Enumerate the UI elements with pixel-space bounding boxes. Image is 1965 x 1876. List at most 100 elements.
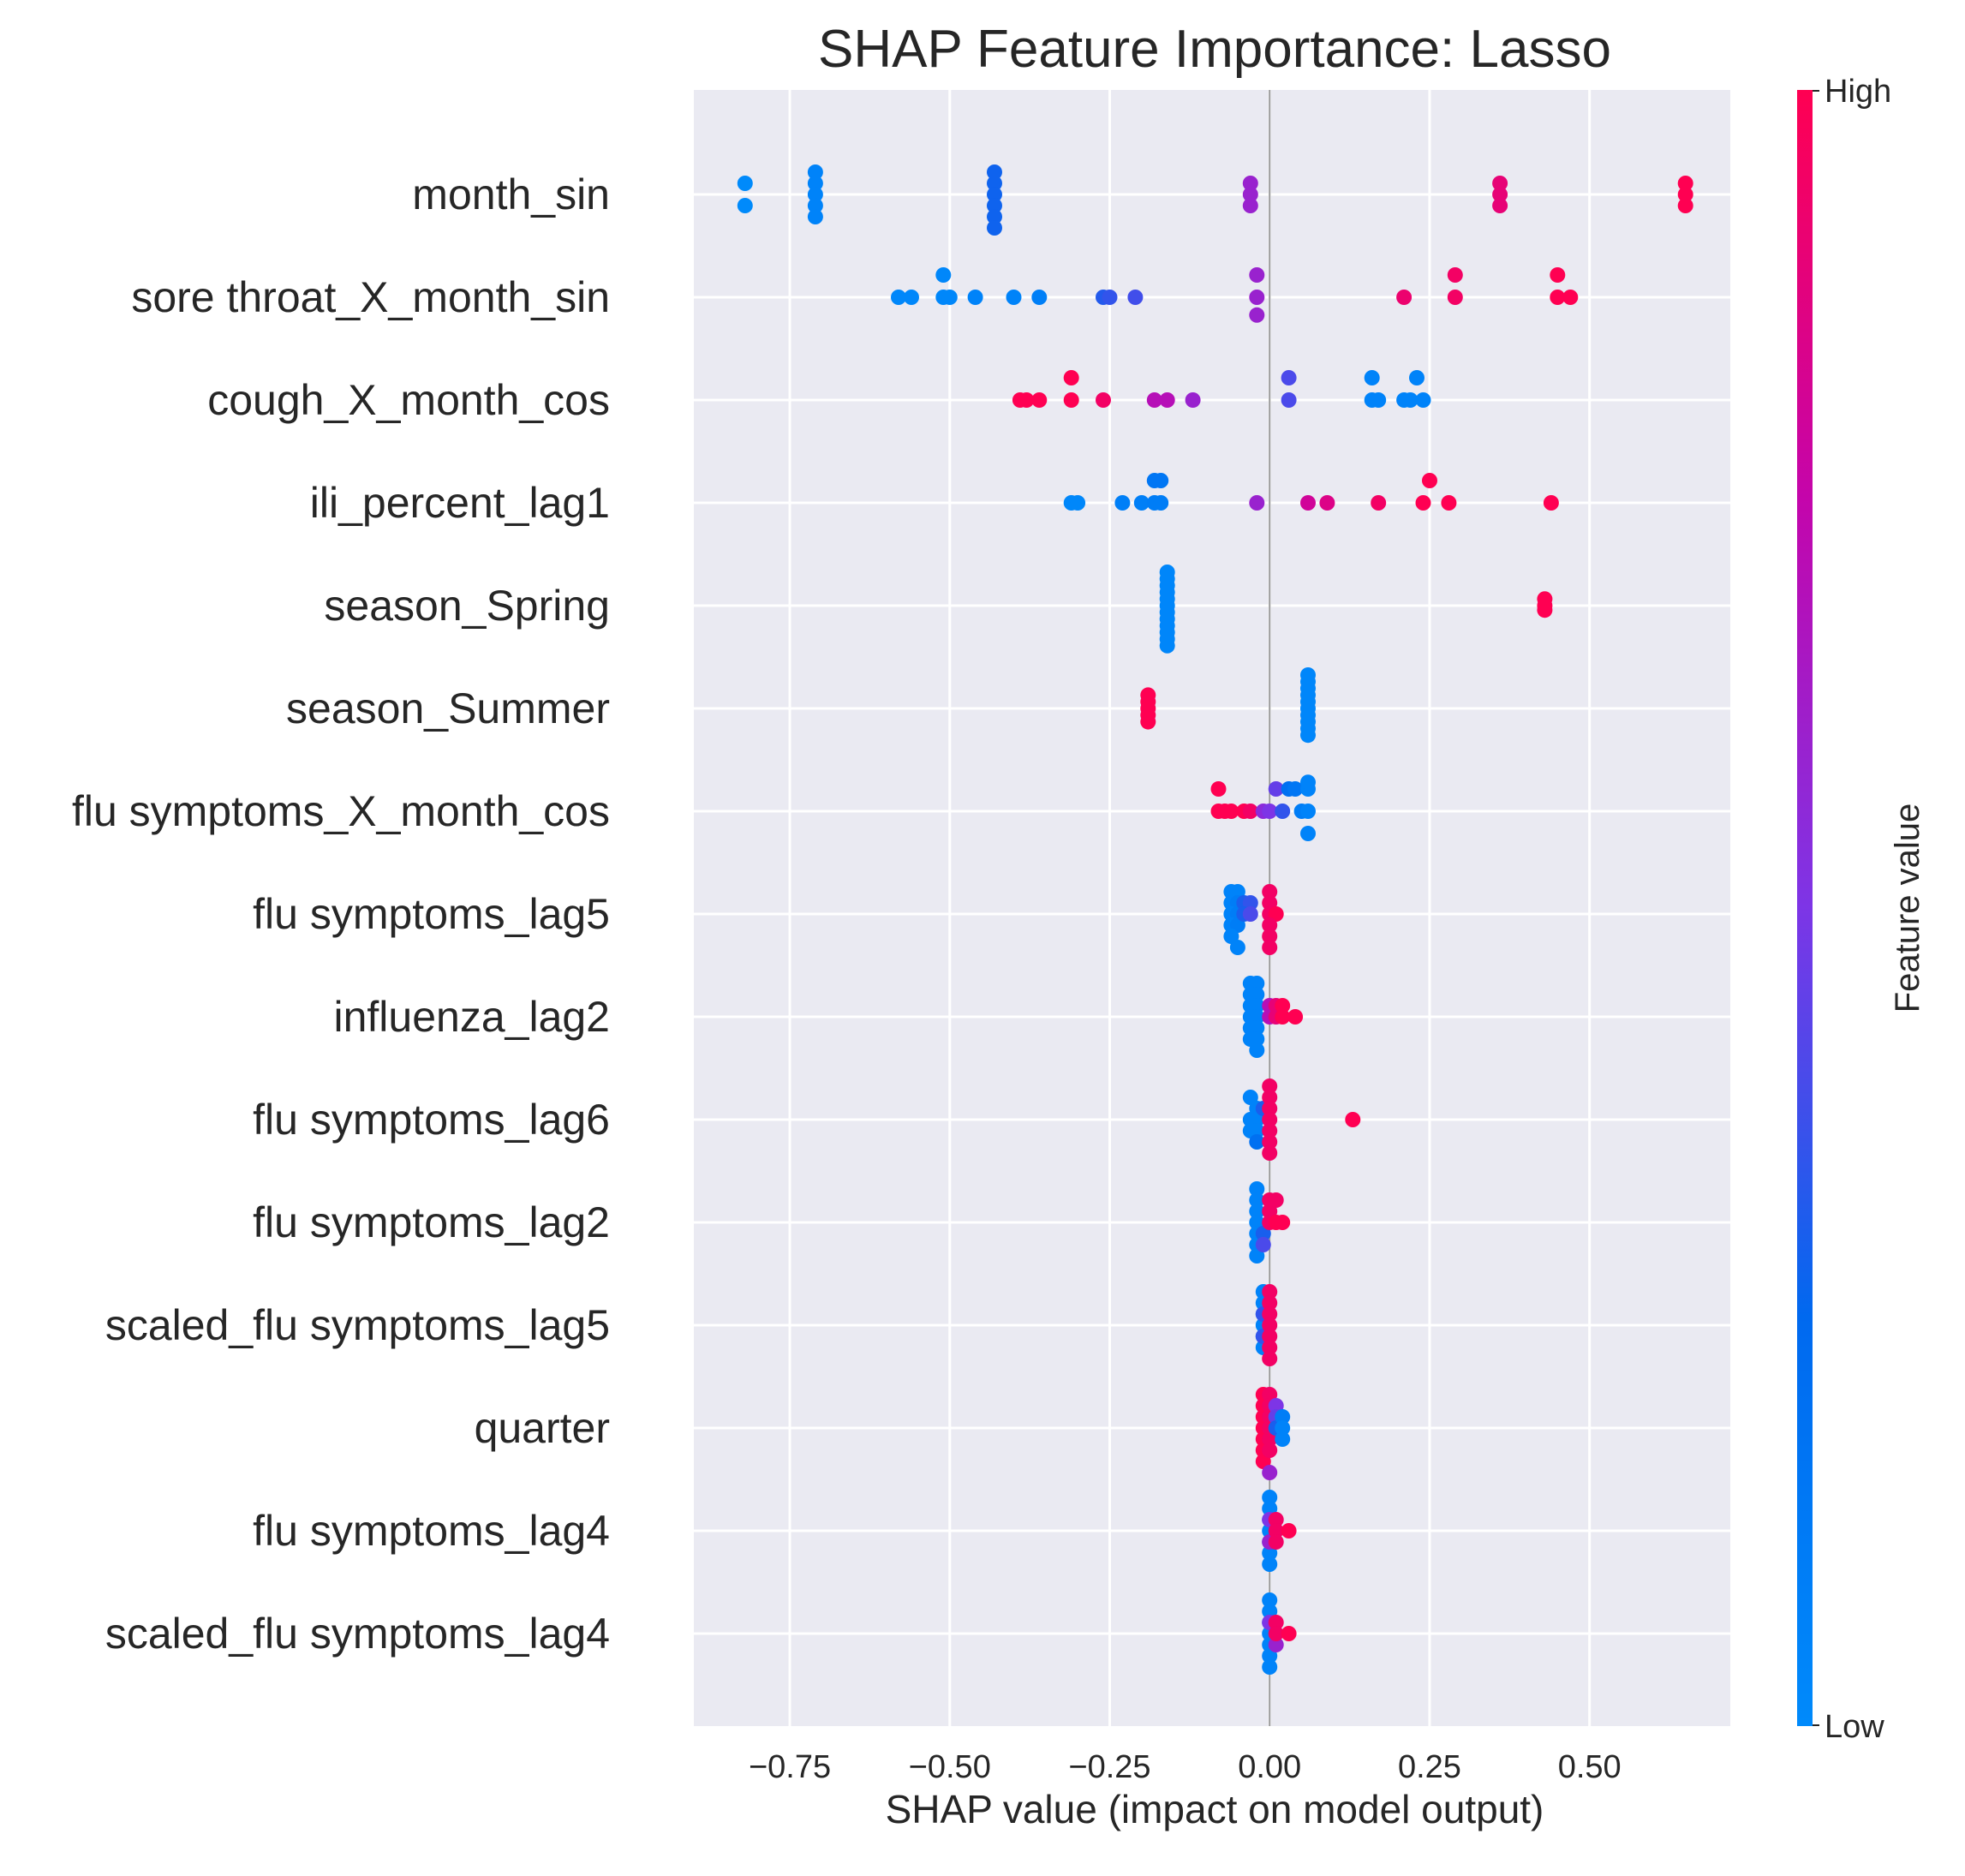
shap-point (987, 198, 1002, 213)
shap-point (1249, 1020, 1265, 1036)
shap-point (1159, 392, 1175, 408)
shap-point (1133, 495, 1150, 511)
shap-point (1262, 917, 1278, 933)
shap-point (1275, 1420, 1291, 1436)
shap-point (1262, 1134, 1278, 1150)
shap-point (1249, 987, 1265, 1002)
feature-label: scaled_flu symptoms_lag4 (105, 1610, 610, 1658)
shap-point (1063, 392, 1079, 408)
shap-point (1159, 637, 1175, 654)
shap-point (1262, 1317, 1278, 1333)
shap-point (1268, 1615, 1284, 1630)
feature-label: flu symptoms_lag2 (253, 1198, 610, 1246)
shap-point (891, 290, 906, 305)
x-axis-ticks: −0.75 −0.50 −0.25 0.00 0.25 0.50 (749, 1749, 1622, 1785)
x-axis-title: SHAP value (impact on model output) (886, 1787, 1544, 1831)
shap-point (987, 176, 1002, 191)
shap-point (1275, 1215, 1291, 1230)
shap-point (1677, 187, 1693, 202)
shap-point (1262, 1490, 1278, 1505)
shap-point (1492, 187, 1508, 202)
shap-point (807, 198, 823, 213)
shap-point (1262, 804, 1278, 819)
shap-point (1275, 1409, 1291, 1425)
shap-point (1249, 307, 1265, 323)
shap-point (1146, 392, 1162, 408)
shap-point (1262, 1284, 1278, 1299)
shap-point (1262, 1604, 1278, 1619)
shap-point (1441, 495, 1457, 511)
shap-point (1300, 774, 1316, 791)
shap-point (1262, 1123, 1278, 1138)
shap-point (1255, 1237, 1271, 1252)
shap-point (1262, 1306, 1278, 1322)
feature-label: influenza_lag2 (334, 993, 611, 1041)
shap-point (1262, 1112, 1278, 1127)
shap-point (1415, 495, 1431, 511)
shap-point (1262, 1443, 1278, 1458)
shap-point (1268, 1534, 1284, 1550)
feature-label: season_Summer (286, 684, 610, 732)
shap-point (1262, 1556, 1278, 1572)
shap-point (1537, 602, 1553, 618)
shap-point (1031, 392, 1048, 408)
shap-point (1345, 1112, 1361, 1127)
shap-point (1249, 1134, 1265, 1150)
shap-point (1409, 370, 1424, 385)
shap-point (1242, 198, 1258, 213)
feature-label: month_sin (412, 170, 610, 218)
shap-point (1281, 392, 1297, 408)
x-tick-label: 0.25 (1398, 1749, 1461, 1785)
shap-point (1262, 1659, 1278, 1675)
colorbar-low-label: Low (1825, 1709, 1884, 1745)
shap-point (1364, 370, 1380, 385)
shap-point (1371, 392, 1387, 408)
shap-point (1249, 1192, 1265, 1208)
shap-point (1114, 495, 1131, 511)
shap-point (1262, 1501, 1278, 1516)
shap-point (1275, 1009, 1291, 1025)
shap-point (1262, 1329, 1278, 1344)
shap-point (807, 164, 823, 180)
shap-point (1031, 290, 1048, 305)
shap-point (1300, 826, 1316, 841)
feature-label: sore throat_X_month_sin (131, 273, 610, 321)
shap-point (737, 176, 753, 191)
shap-point (1249, 1248, 1265, 1264)
shap-point (1185, 392, 1201, 408)
shap-point (1262, 1295, 1278, 1311)
x-tick-label: −0.25 (1068, 1749, 1150, 1785)
shap-point (1562, 290, 1579, 305)
shap-point (1242, 804, 1258, 819)
shap-point (1319, 495, 1335, 511)
shap-point (1281, 1523, 1297, 1538)
feature-label: flu symptoms_lag5 (253, 890, 610, 938)
shap-point (1242, 1090, 1258, 1105)
x-tick-label: −0.50 (909, 1749, 991, 1785)
shap-point (941, 290, 958, 305)
shap-point (1249, 1181, 1265, 1197)
shap-point (1249, 495, 1265, 511)
shap-point (1396, 290, 1413, 305)
shap-point (1249, 267, 1265, 283)
shap-point (807, 187, 823, 202)
shap-point (1223, 929, 1239, 944)
shap-point (1262, 1090, 1278, 1105)
dots-layer (737, 164, 1693, 1675)
shap-point (1262, 929, 1278, 944)
shap-point (987, 220, 1002, 236)
shap-point (1223, 804, 1239, 819)
plot-background (694, 90, 1730, 1726)
shap-point (1262, 1351, 1278, 1366)
shap-point (1006, 290, 1022, 305)
shap-point (1249, 1215, 1265, 1230)
shap-point (1262, 1204, 1278, 1219)
shap-point (1249, 1009, 1265, 1025)
shap-point (1262, 895, 1278, 911)
shap-point (1249, 976, 1265, 991)
shap-point (1210, 781, 1227, 797)
shap-point (1018, 392, 1035, 408)
shap-point (1275, 1431, 1291, 1447)
shap-point (1127, 290, 1144, 305)
shap-point (935, 267, 952, 283)
